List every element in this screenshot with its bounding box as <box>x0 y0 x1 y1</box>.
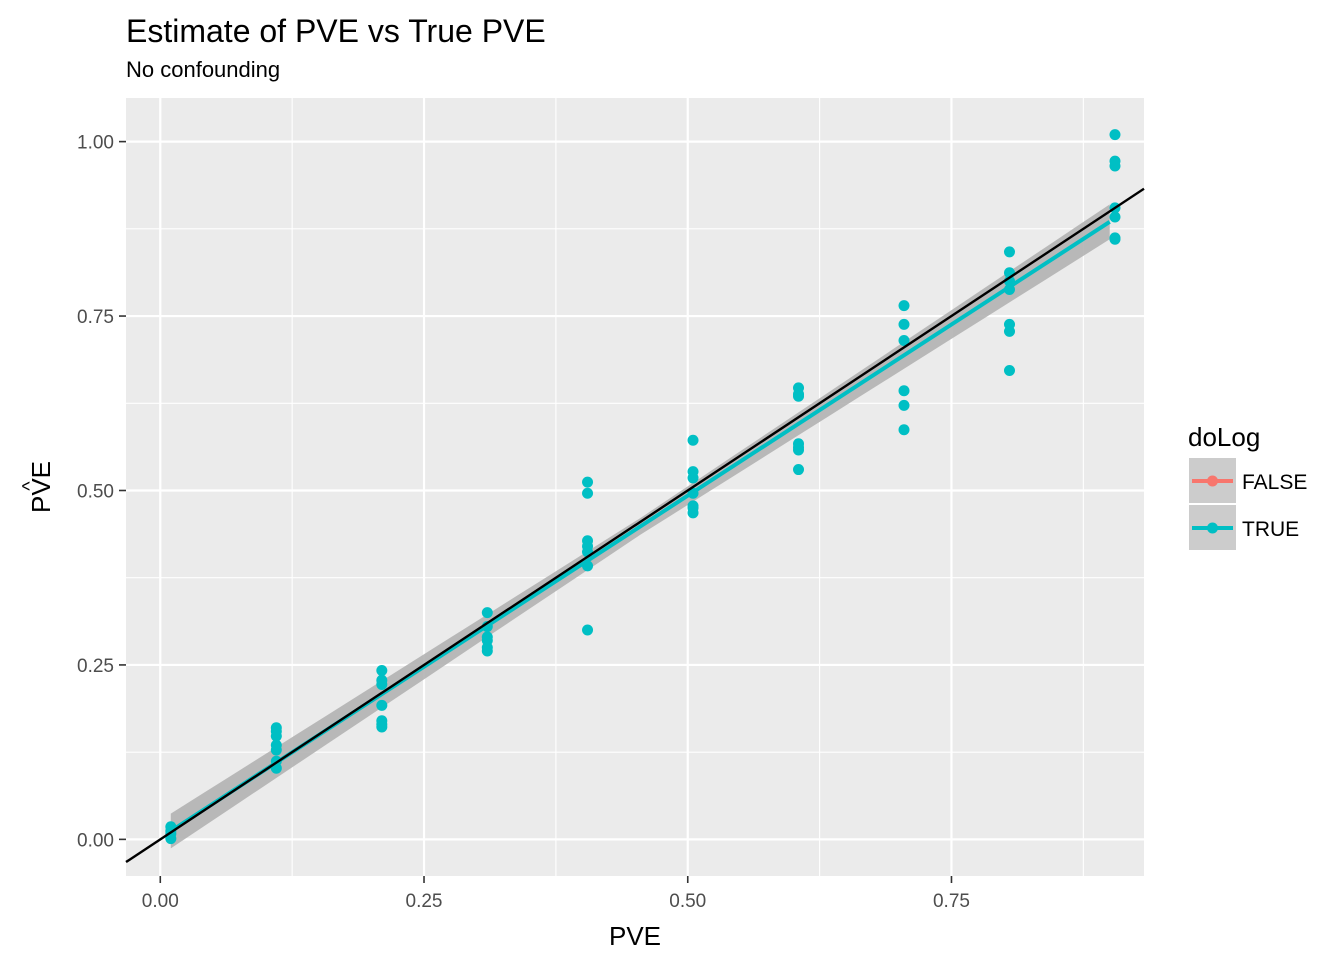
x-tick-label: 0.25 <box>406 891 443 912</box>
y-tick-label: 0.50 <box>77 481 114 502</box>
legend-key-point <box>1207 522 1218 534</box>
data-point <box>687 487 699 499</box>
x-tick-label: 0.00 <box>142 891 179 912</box>
data-point <box>376 665 388 677</box>
x-axis-label: PVE <box>609 921 661 951</box>
data-point <box>582 476 594 488</box>
data-point <box>1109 211 1121 223</box>
data-point <box>376 699 388 711</box>
reference-line-layer <box>125 187 1145 864</box>
data-point <box>898 399 910 411</box>
data-point <box>376 678 388 690</box>
data-point <box>582 487 594 499</box>
data-point <box>898 300 910 312</box>
chart-subtitle: No confounding <box>126 57 280 82</box>
data-point <box>898 334 910 346</box>
y-axis-label: PVE ^ <box>19 461 56 513</box>
data-point <box>793 390 805 402</box>
data-point <box>687 434 699 446</box>
y-tick-label: 1.00 <box>77 133 114 154</box>
data-point <box>270 730 282 742</box>
y-label-prefix: P <box>26 496 56 513</box>
data-point <box>270 744 282 756</box>
data-point <box>1109 160 1121 172</box>
data-point <box>898 385 910 397</box>
y-label-hat-letter: V <box>26 478 56 496</box>
data-point <box>481 607 493 619</box>
data-point <box>376 721 388 733</box>
x-axis: 0.00 0.25 0.50 0.75 <box>142 876 970 912</box>
data-point <box>1003 284 1015 296</box>
data-point <box>898 424 910 436</box>
legend: doLog FALSE TRUE <box>1188 422 1307 550</box>
data-point <box>687 507 699 519</box>
legend-label-true: TRUE <box>1242 518 1299 541</box>
data-point <box>1003 246 1015 258</box>
data-point <box>687 472 699 484</box>
x-tick-label: 0.75 <box>933 891 970 912</box>
legend-label-false: FALSE <box>1242 471 1307 494</box>
data-point <box>793 444 805 456</box>
y-tick-label: 0.75 <box>77 307 114 328</box>
y-label-suffix: E <box>26 461 56 478</box>
data-point <box>1109 233 1121 245</box>
data-point <box>1003 325 1015 337</box>
data-point <box>582 560 594 572</box>
data-point <box>793 464 805 476</box>
reference-line <box>125 187 1145 864</box>
data-point <box>1109 129 1121 141</box>
data-point <box>1003 364 1015 376</box>
chart-title: Estimate of PVE vs True PVE <box>126 13 546 49</box>
y-label-hat-glyph: ^ <box>19 481 41 491</box>
data-point <box>481 645 493 657</box>
y-tick-label: 0.25 <box>77 656 114 677</box>
y-tick-label: 0.00 <box>77 830 114 851</box>
data-point <box>582 624 594 636</box>
y-axis: 0.00 0.25 0.50 0.75 1.00 <box>77 133 126 851</box>
data-point <box>165 833 177 845</box>
legend-keys <box>1189 458 1236 550</box>
y-axis-label-text: PVE <box>26 461 56 513</box>
data-point <box>898 318 910 330</box>
legend-title: doLog <box>1188 422 1260 452</box>
data-points <box>165 129 1121 845</box>
x-tick-label: 0.50 <box>669 891 706 912</box>
legend-key-point <box>1207 475 1218 487</box>
